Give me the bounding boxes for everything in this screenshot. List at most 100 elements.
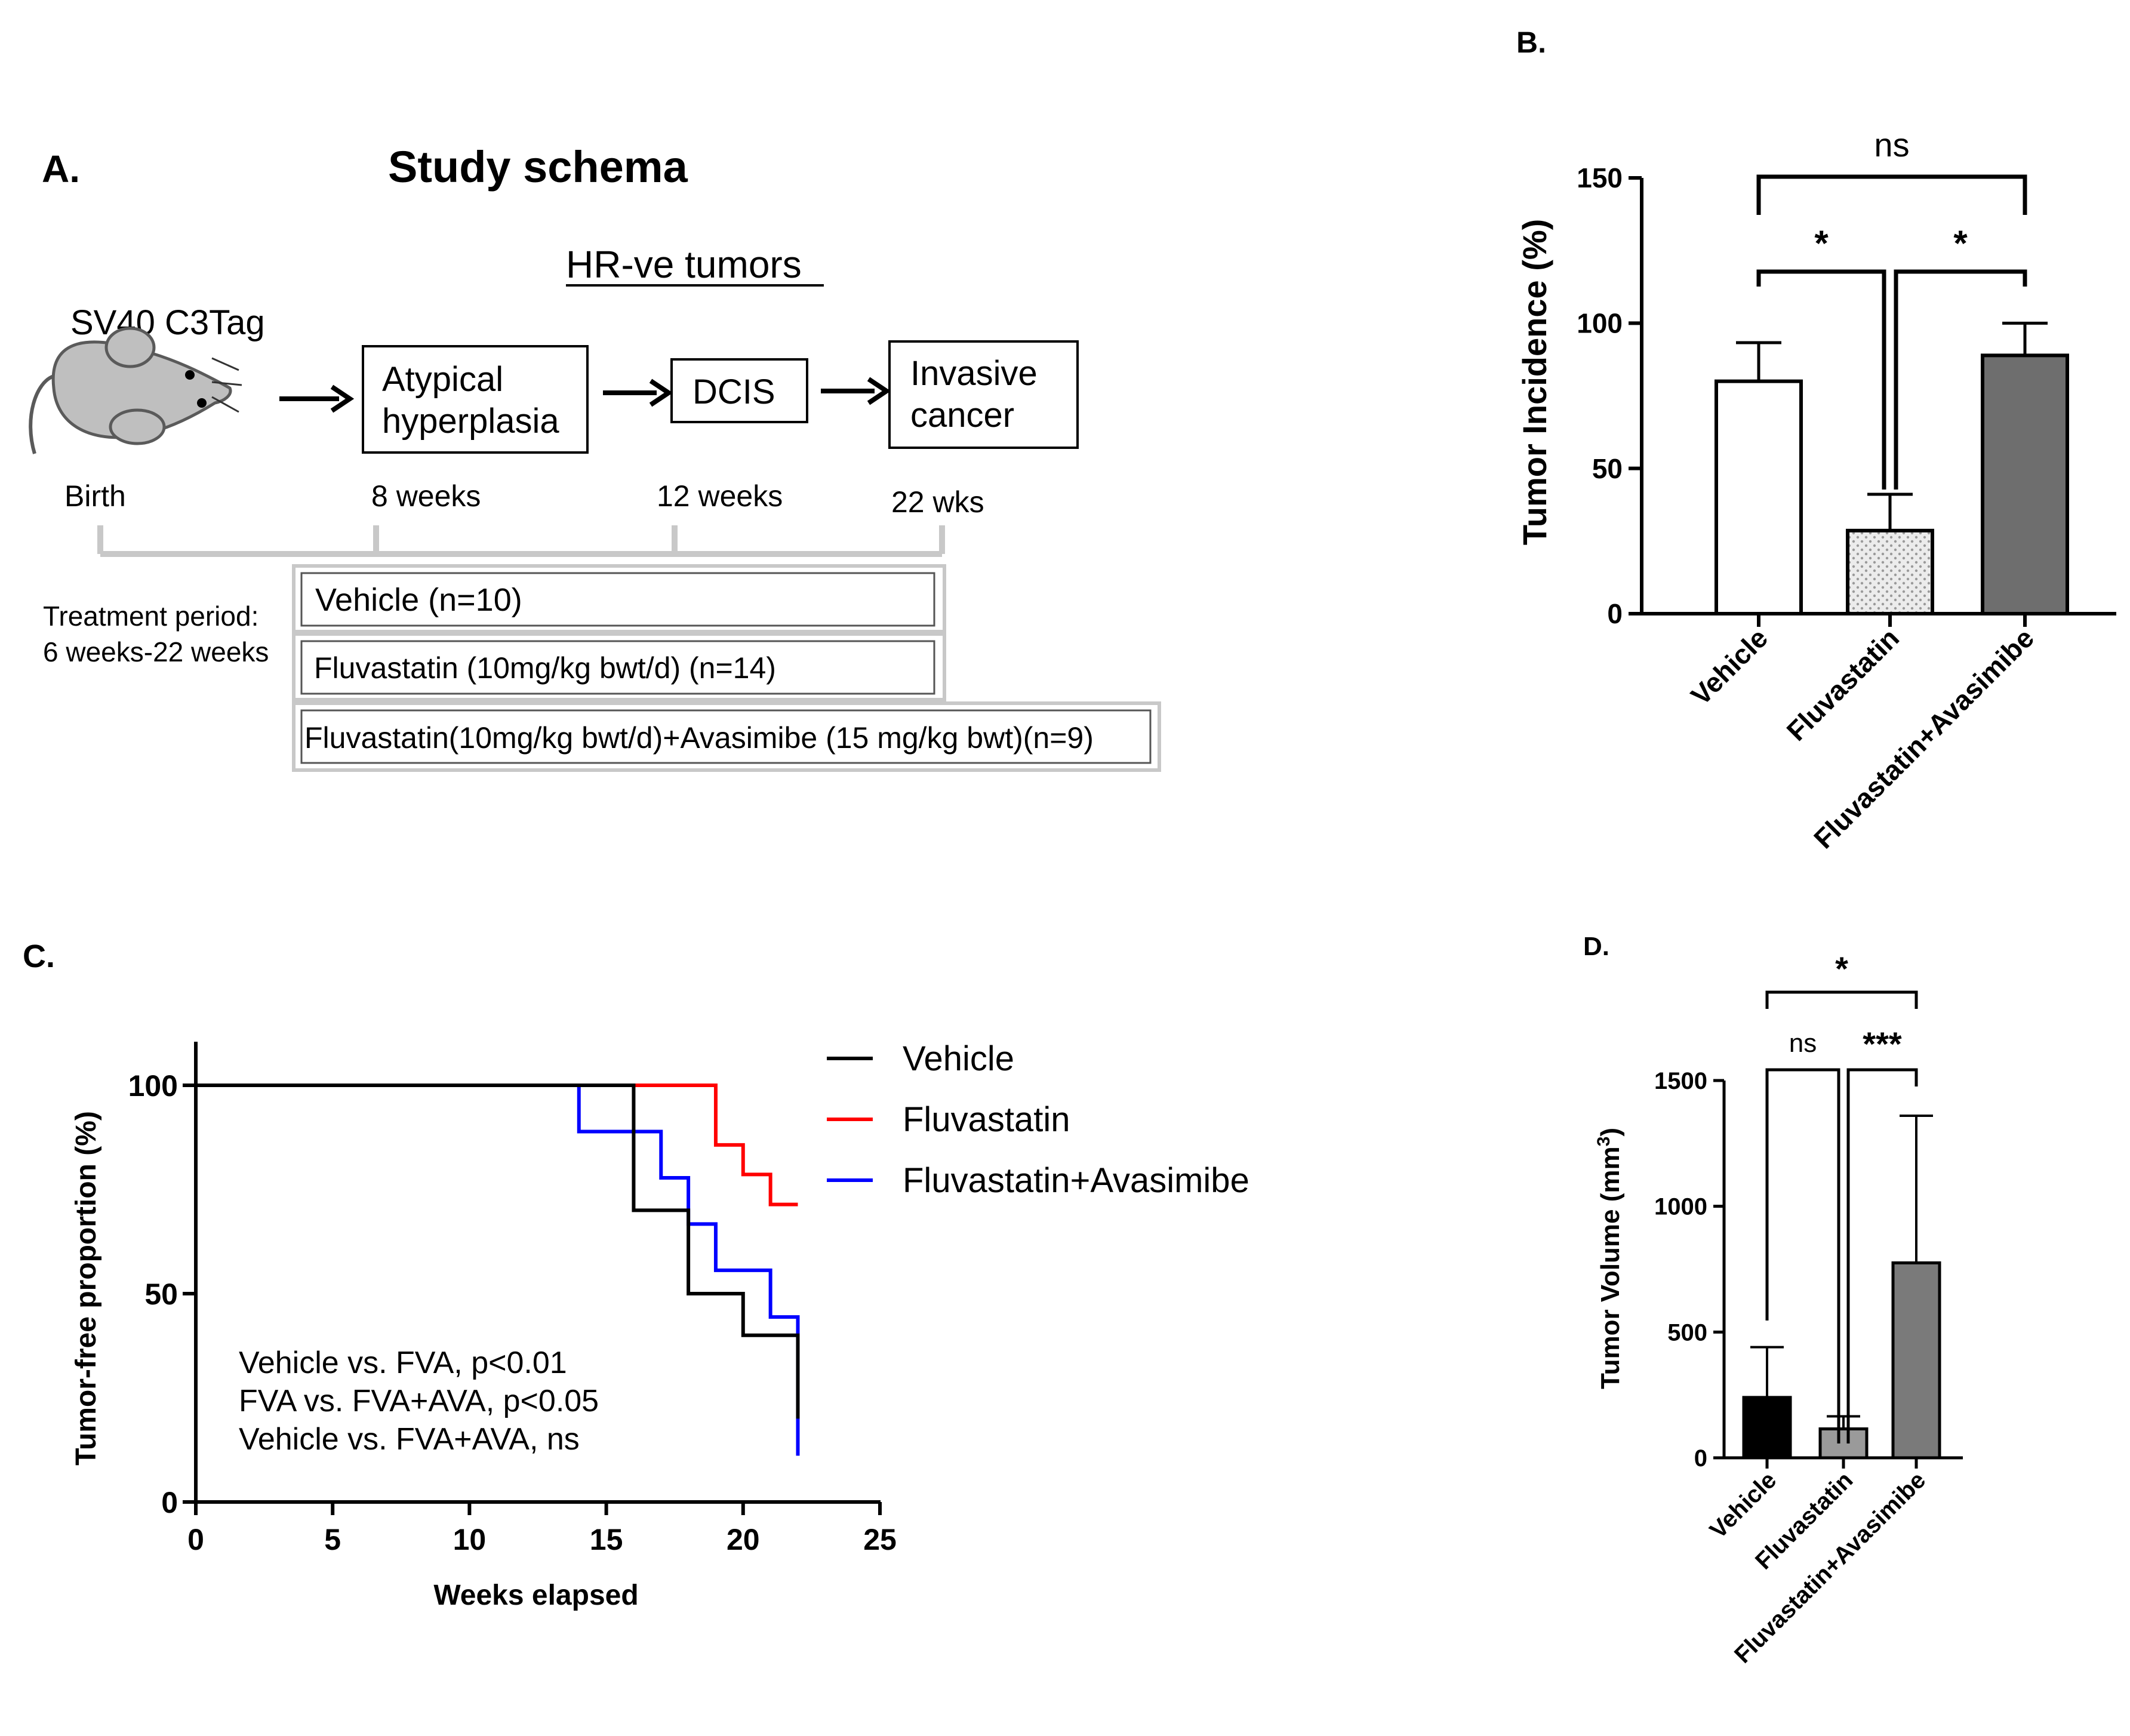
- panel-c-annotation-2: FVA vs. FVA+AVA, p<0.05: [239, 1384, 599, 1418]
- d-sig-label-2: ns: [1789, 1029, 1817, 1058]
- c-xtick-label-0: 0: [187, 1523, 204, 1556]
- treatment-period-line1: Treatment period:: [43, 601, 258, 632]
- b-bracket-2: [1756, 269, 1886, 490]
- d-ytick-label-500: 500: [1667, 1319, 1707, 1346]
- schema-title: Study schema: [388, 142, 688, 192]
- c-ytick-label-50: 50: [144, 1278, 178, 1311]
- timepoint-22-wks: 22 wks: [891, 485, 984, 519]
- b-bar-fluvastatin-avasimibe: [1981, 353, 2069, 615]
- panel-d: D. Tumor Volume (mm3) 0 500 1000 1500 Vehic…: [1583, 932, 1963, 1669]
- b-ytick-label-150: 150: [1577, 162, 1623, 193]
- mouse-label: SV40 C3Tag: [70, 303, 265, 342]
- group-box-combo: [300, 709, 1152, 764]
- b-bar-fluvastatin: [1846, 528, 1934, 616]
- timeline: [97, 525, 945, 557]
- panel-b-bars: [1715, 321, 2069, 616]
- panel-c-ylabel: Tumor-free proportion (%): [70, 1111, 102, 1466]
- c-series-line-vehicle: [196, 1084, 800, 1419]
- c-xtick-label-5: 5: [324, 1523, 341, 1556]
- c-xtick-label-20: 20: [727, 1523, 760, 1556]
- group-box-fluvastatin: [300, 640, 935, 695]
- group-box-vehicle-outer: [292, 564, 946, 633]
- panel-c-xticks: 0 5 10 15 20 25: [187, 1502, 897, 1556]
- group-box-fluvastatin-outer: [292, 632, 946, 701]
- panel-d-ylabel-main: Tumor Volume (mm: [1596, 1146, 1625, 1389]
- b-ytick-label-100: 100: [1577, 307, 1623, 338]
- mouse-icon: [29, 327, 242, 454]
- panel-b-label: B.: [1516, 26, 1546, 59]
- b-sig-label-3: *: [1953, 223, 1968, 263]
- arrow-1: [279, 384, 355, 413]
- timepoint-birth: Birth: [64, 479, 126, 513]
- c-xtick-label-15: 15: [590, 1523, 623, 1556]
- c-xtick-label-10: 10: [453, 1523, 487, 1556]
- panel-d-significance: * ns ***: [1765, 950, 1918, 1443]
- group-combo: Fluvastatin(10mg/kg bwt/d)+Avasimibe (15…: [304, 721, 1094, 755]
- panel-a-label: A.: [42, 147, 80, 190]
- panel-b-yticks: 0 50 100 150: [1577, 162, 1642, 629]
- d-sig-label-1: *: [1835, 950, 1848, 987]
- b-xlabel-fluvastatin-avasimibe: Fluvastatin+Avasimibe: [1808, 622, 2040, 854]
- group-vehicle: Vehicle (n=10): [315, 582, 522, 618]
- d-ytick-label-1500: 1500: [1654, 1068, 1707, 1094]
- c-legend-label-fluvastatin-avasimibe: Fluvastatin+Avasimibe: [903, 1161, 1249, 1200]
- stage-invasive-line2: cancer: [910, 396, 1014, 435]
- stage-dcis: DCIS: [692, 373, 775, 411]
- panel-b: B. Tumor Incidence (%) 0 50 100 150 Vehicle…: [1516, 26, 2116, 854]
- b-bracket-3: [1894, 269, 2027, 490]
- timepoint-8-weeks: 8 weeks: [371, 479, 481, 513]
- d-sig-label-3: ***: [1863, 1025, 1902, 1063]
- panel-d-bars: [1742, 1114, 1941, 1460]
- panel-c-xlabel: Weeks elapsed: [433, 1580, 638, 1611]
- b-bar-vehicle: [1715, 379, 1803, 616]
- d-bar-fluvastatin-avasimibe: [1891, 1261, 1941, 1460]
- b-sig-label-1: ns: [1874, 126, 1909, 164]
- stage-invasive-line1: Invasive: [910, 354, 1038, 393]
- b-ytick-label-0: 0: [1607, 598, 1623, 629]
- panel-c: C. Tumor-free proportion (%) Weeks elaps…: [23, 938, 1249, 1611]
- treatment-period-line2: 6 weeks-22 weeks: [43, 636, 269, 667]
- panel-c-legend: Vehicle Fluvastatin Fluvastatin+Avasimibe: [827, 1039, 1249, 1200]
- stage-box-atypical: [362, 345, 589, 454]
- c-legend-label-fluvastatin: Fluvastatin: [903, 1100, 1070, 1139]
- group-fluvastatin: Fluvastatin (10mg/kg bwt/d) (n=14): [314, 651, 776, 685]
- panel-a: A. Study schema HR-ve tumors SV40 C3Tag …: [29, 142, 1161, 772]
- panel-c-label: C.: [23, 938, 55, 974]
- d-bar-vehicle: [1742, 1396, 1792, 1460]
- d-bracket-2: [1765, 1068, 1840, 1443]
- d-bar-fluvastatin: [1818, 1427, 1869, 1460]
- d-bracket-3: [1846, 1068, 1918, 1443]
- d-bracket-1: [1765, 990, 1918, 1009]
- d-ytick-label-0: 0: [1694, 1445, 1707, 1472]
- schema-subtitle: HR-ve tumors: [566, 243, 802, 286]
- stage-atypical-line2: hyperplasia: [382, 402, 559, 441]
- c-ytick-label-0: 0: [161, 1486, 178, 1519]
- arrow-2: [603, 378, 673, 407]
- panel-d-label: D.: [1583, 932, 1609, 961]
- stage-box-dcis: [670, 358, 808, 423]
- group-box-combo-outer: [292, 701, 1161, 772]
- c-legend-label-vehicle: Vehicle: [903, 1039, 1014, 1078]
- d-xlabel-vehicle: Vehicle: [1705, 1467, 1782, 1544]
- c-series-line-fluvastatin: [196, 1084, 798, 1206]
- panel-d-yticks: 0 500 1000 1500: [1654, 1068, 1724, 1472]
- panel-c-yticks: 0 50 100: [128, 1069, 196, 1519]
- panel-d-ylabel: Tumor Volume (mm3): [1594, 1128, 1626, 1389]
- stage-box-invasive: [888, 340, 1079, 449]
- b-sig-label-2: *: [1814, 223, 1829, 263]
- panel-c-lines: [196, 1084, 800, 1456]
- stage-atypical-line1: Atypical: [382, 360, 503, 399]
- b-ytick-label-50: 50: [1592, 453, 1623, 484]
- b-xlabel-fluvastatin: Fluvastatin: [1781, 622, 1905, 746]
- panel-b-ylabel: Tumor Incidence (%): [1516, 219, 1553, 546]
- c-ytick-label-100: 100: [128, 1069, 178, 1103]
- panel-c-annotation-3: Vehicle vs. FVA+AVA, ns: [239, 1422, 580, 1457]
- c-xtick-label-25: 25: [863, 1523, 897, 1556]
- panel-d-ylabel-suffix: ): [1596, 1128, 1625, 1137]
- d-ytick-label-1000: 1000: [1654, 1194, 1707, 1220]
- arrow-3: [821, 377, 891, 405]
- panel-d-ylabel-sup: 3: [1594, 1137, 1614, 1147]
